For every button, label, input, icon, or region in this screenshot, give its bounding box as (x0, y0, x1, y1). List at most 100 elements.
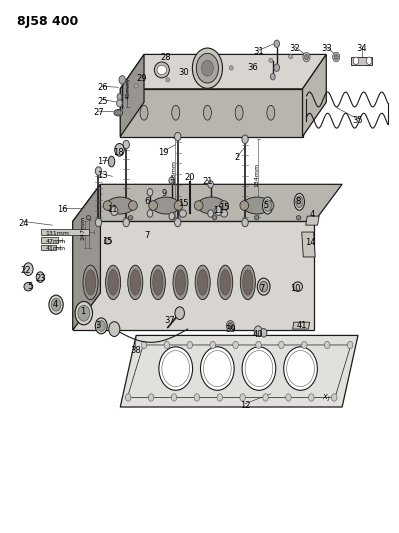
Text: 2: 2 (235, 154, 240, 163)
Ellipse shape (195, 265, 210, 300)
Ellipse shape (293, 282, 302, 292)
Text: 39: 39 (225, 325, 236, 334)
Ellipse shape (115, 111, 121, 115)
Circle shape (334, 54, 338, 60)
Polygon shape (292, 322, 310, 329)
Circle shape (24, 263, 33, 276)
Text: 32: 32 (289, 44, 300, 53)
Polygon shape (302, 54, 326, 136)
Circle shape (75, 302, 93, 325)
Text: 29: 29 (137, 74, 147, 83)
Ellipse shape (240, 265, 255, 300)
Text: 19: 19 (158, 148, 169, 157)
Ellipse shape (203, 106, 211, 120)
Circle shape (148, 394, 154, 401)
Text: 24: 24 (18, 219, 28, 228)
Circle shape (115, 143, 124, 156)
Text: 4: 4 (310, 210, 315, 219)
Circle shape (333, 52, 340, 62)
Circle shape (171, 394, 177, 401)
Polygon shape (41, 229, 89, 235)
Text: $X_J$: $X_J$ (322, 392, 330, 403)
Text: 23: 23 (35, 273, 45, 282)
Text: 45mm: 45mm (126, 79, 131, 99)
Polygon shape (41, 245, 56, 250)
Circle shape (95, 318, 107, 334)
Text: 15: 15 (219, 203, 229, 212)
Ellipse shape (166, 78, 170, 82)
Circle shape (302, 341, 307, 349)
Circle shape (201, 60, 213, 76)
Ellipse shape (109, 156, 115, 167)
Circle shape (123, 218, 129, 227)
Text: 17: 17 (97, 157, 108, 166)
Ellipse shape (242, 347, 276, 390)
Polygon shape (73, 184, 101, 330)
Ellipse shape (106, 265, 120, 300)
Circle shape (194, 394, 200, 401)
Text: 12: 12 (240, 401, 250, 410)
Circle shape (256, 341, 261, 349)
Text: 5: 5 (27, 282, 33, 291)
Text: 26: 26 (97, 83, 108, 92)
Polygon shape (41, 237, 58, 243)
Ellipse shape (269, 58, 273, 62)
Ellipse shape (128, 201, 137, 211)
Ellipse shape (240, 201, 249, 211)
Ellipse shape (128, 265, 143, 300)
Ellipse shape (243, 270, 253, 295)
Text: 38: 38 (130, 346, 141, 355)
Text: 7: 7 (259, 284, 265, 293)
Polygon shape (120, 89, 302, 136)
Circle shape (111, 206, 118, 216)
Text: 9: 9 (161, 189, 166, 198)
Circle shape (125, 394, 131, 401)
Polygon shape (120, 54, 144, 136)
Text: 5: 5 (263, 201, 269, 210)
Text: 31: 31 (254, 47, 264, 56)
Text: 28: 28 (160, 53, 171, 62)
Text: 35: 35 (353, 116, 363, 125)
Circle shape (332, 394, 337, 401)
Text: 3: 3 (96, 321, 101, 330)
Circle shape (303, 52, 310, 62)
Ellipse shape (263, 197, 273, 214)
Text: 11: 11 (213, 206, 224, 215)
Circle shape (242, 218, 248, 227)
Ellipse shape (243, 197, 271, 214)
Ellipse shape (265, 201, 274, 211)
Ellipse shape (153, 270, 163, 295)
Text: 8J58 400: 8J58 400 (17, 15, 79, 28)
Ellipse shape (198, 270, 208, 295)
Text: 7: 7 (144, 231, 150, 240)
Circle shape (109, 321, 120, 336)
Ellipse shape (229, 66, 233, 70)
Text: 4: 4 (52, 300, 57, 309)
Circle shape (210, 341, 215, 349)
Ellipse shape (175, 270, 186, 295)
Circle shape (95, 167, 102, 175)
Ellipse shape (107, 197, 134, 214)
Circle shape (227, 320, 234, 331)
Text: 22: 22 (21, 266, 31, 275)
Text: 27: 27 (93, 108, 104, 117)
Text: 20: 20 (184, 173, 195, 182)
Circle shape (215, 206, 222, 216)
Circle shape (187, 341, 193, 349)
Circle shape (274, 64, 280, 71)
Circle shape (347, 341, 353, 349)
Text: 13: 13 (97, 171, 108, 180)
Ellipse shape (296, 216, 301, 220)
Circle shape (286, 394, 291, 401)
Ellipse shape (220, 201, 228, 211)
Ellipse shape (221, 210, 228, 217)
Ellipse shape (198, 197, 225, 214)
Circle shape (192, 48, 223, 88)
Ellipse shape (212, 216, 217, 220)
Circle shape (353, 57, 359, 64)
Circle shape (196, 53, 219, 83)
Polygon shape (73, 184, 342, 221)
Ellipse shape (114, 110, 122, 116)
Ellipse shape (288, 54, 292, 59)
Ellipse shape (218, 265, 233, 300)
